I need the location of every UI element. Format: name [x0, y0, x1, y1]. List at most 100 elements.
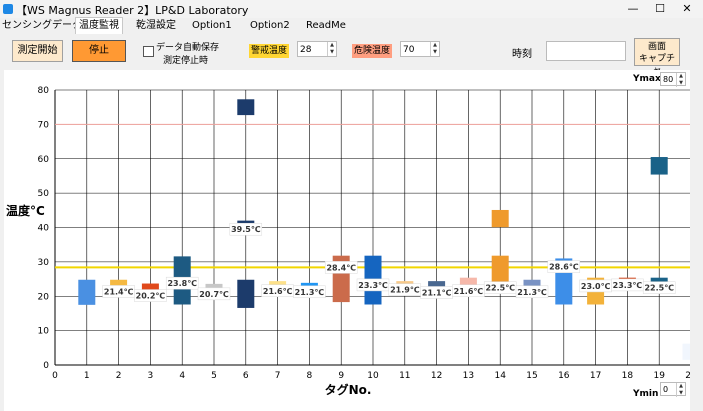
tag-marker-6: [237, 99, 255, 116]
data-label-3: 20.2℃: [136, 292, 166, 301]
y-tick-label: 10: [38, 327, 50, 337]
x-tick-label: 13: [463, 371, 474, 381]
ymin-input[interactable]: 0 ▲ ▼: [660, 382, 686, 397]
x-tick-label: 3: [148, 371, 154, 381]
chart-panel: 0123456789101112131415161718192001020304…: [4, 70, 690, 411]
y-tick-label: 0: [43, 361, 49, 371]
autosave-checkbox[interactable]: [143, 46, 154, 57]
title-bar: 【WS Magnus Reader 2】LP&D Laboratory — ☐ …: [0, 0, 703, 18]
toolbar: 測定開始 停止 データ自動保存 測定停止時 警戒温度 28 ▲ ▼ 危険温度 70…: [0, 34, 703, 76]
warning-temp-input[interactable]: 28 ▲ ▼: [297, 41, 337, 57]
data-label-13: 21.6℃: [454, 287, 484, 296]
x-tick-label: 14: [494, 371, 506, 381]
danger-temp-spinner[interactable]: ▲ ▼: [430, 42, 439, 56]
x-tick-label: 10: [367, 371, 379, 381]
data-label-16: 28.6℃: [549, 263, 579, 272]
data-label-box-15: [515, 285, 549, 299]
ymin-value: 0: [663, 385, 669, 394]
data-label-box-9: [324, 261, 358, 274]
tag-marker-14: [491, 209, 509, 228]
ymin-label: Ymin: [633, 389, 659, 399]
data-label-box-6: [229, 222, 263, 236]
x-tick-label: 12: [431, 371, 442, 381]
x-tick-label: 6: [243, 371, 249, 381]
time-label: 時刻: [512, 49, 532, 60]
danger-temp-value: 70: [403, 45, 415, 55]
tab-bar: センシングデータ 温度監視 乾湿設定 Option1 Option2 ReadM…: [0, 17, 703, 34]
x-tick-label: 20: [685, 371, 690, 381]
x-tick-label: 8: [307, 371, 313, 381]
data-label-19: 22.5℃: [644, 284, 674, 293]
window-title: 【WS Magnus Reader 2】LP&D Laboratory: [16, 4, 249, 17]
y-tick-label: 70: [38, 120, 50, 130]
data-label-15: 21.3℃: [517, 288, 547, 297]
app-icon: [3, 4, 13, 14]
data-label-2: 21.4℃: [104, 287, 134, 296]
x-tick-label: 11: [399, 371, 410, 381]
data-label-box-5: [197, 287, 231, 301]
close-button[interactable]: ✕: [682, 2, 692, 15]
y-tick-label: 40: [38, 224, 50, 234]
x-tick-label: 0: [52, 371, 58, 381]
ymax-spinner[interactable]: ▲ ▼: [676, 73, 685, 87]
ymax-input[interactable]: 80 ▲ ▼: [660, 72, 686, 87]
data-label-box-19: [642, 281, 676, 294]
x-tick-label: 5: [211, 371, 217, 381]
vertical-scrollbar[interactable]: [690, 70, 703, 411]
x-tick-label: 2: [116, 371, 122, 381]
x-tick-label: 7: [275, 371, 281, 381]
tag-bar-14: [491, 255, 509, 288]
tab-option2[interactable]: Option2: [250, 20, 290, 31]
warning-temp-spinner[interactable]: ▲ ▼: [327, 42, 336, 56]
data-label-5: 20.7℃: [199, 290, 229, 299]
y-axis-title: 温度°C: [6, 203, 45, 218]
tag-bar-20: [682, 343, 690, 360]
warning-temp-value: 28: [300, 45, 312, 55]
y-tick-label: 60: [38, 155, 50, 165]
tag-bar-6: [237, 279, 255, 308]
tag-marker-19: [650, 157, 668, 175]
x-tick-label: 15: [526, 371, 537, 381]
temperature-chart: 0123456789101112131415161718192001020304…: [6, 86, 690, 397]
x-tick-label: 17: [590, 371, 601, 381]
ymax-value: 80: [663, 75, 674, 84]
data-label-12: 21.1℃: [422, 288, 452, 297]
tab-option1[interactable]: Option1: [192, 20, 232, 31]
y-tick-label: 30: [38, 258, 50, 268]
autosave-label: データ自動保存: [156, 43, 220, 53]
autosave-sublabel: 測定停止時: [163, 56, 209, 66]
data-label-box-8: [293, 285, 326, 299]
tab-temperature-monitor[interactable]: 温度監視: [75, 17, 123, 34]
x-tick-label: 4: [179, 371, 185, 381]
danger-temp-label: 危険温度: [352, 44, 393, 58]
data-label-box-16: [547, 260, 581, 273]
x-axis-title: タグNo.: [325, 382, 372, 397]
stop-button[interactable]: 停止: [72, 40, 126, 62]
x-tick-label: 1: [84, 371, 90, 381]
x-tick-label: 19: [653, 371, 665, 381]
time-field[interactable]: [546, 41, 626, 61]
data-label-box-3: [134, 289, 167, 302]
danger-temp-input[interactable]: 70 ▲ ▼: [400, 41, 440, 57]
tab-readme[interactable]: ReadMe: [306, 20, 346, 31]
x-tick-label: 16: [558, 371, 570, 381]
capture-label-line1: 画面: [647, 42, 666, 52]
start-measurement-button[interactable]: 測定開始: [12, 40, 63, 62]
tab-sensing-data[interactable]: センシングデータ: [2, 20, 82, 31]
screen-capture-button[interactable]: 画面 キャプチャ: [634, 38, 680, 76]
minimize-button[interactable]: —: [627, 2, 639, 15]
ymin-spinner[interactable]: ▲ ▼: [676, 383, 685, 397]
y-tick-label: 50: [38, 189, 50, 199]
x-tick-label: 18: [622, 371, 634, 381]
data-label-17: 23.0℃: [581, 282, 611, 291]
data-label-box-4: [165, 276, 199, 290]
x-tick-label: 9: [338, 371, 344, 381]
maximize-button[interactable]: ☐: [655, 2, 665, 15]
tab-humidity-settings[interactable]: 乾湿設定: [136, 20, 176, 31]
data-label-18: 23.3℃: [613, 281, 643, 290]
data-label-8: 21.3℃: [295, 288, 325, 297]
data-label-11: 21.9℃: [390, 286, 420, 295]
data-label-10: 23.3℃: [358, 281, 388, 290]
y-tick-label: 20: [38, 292, 50, 302]
ymax-label: Ymax: [633, 74, 661, 84]
